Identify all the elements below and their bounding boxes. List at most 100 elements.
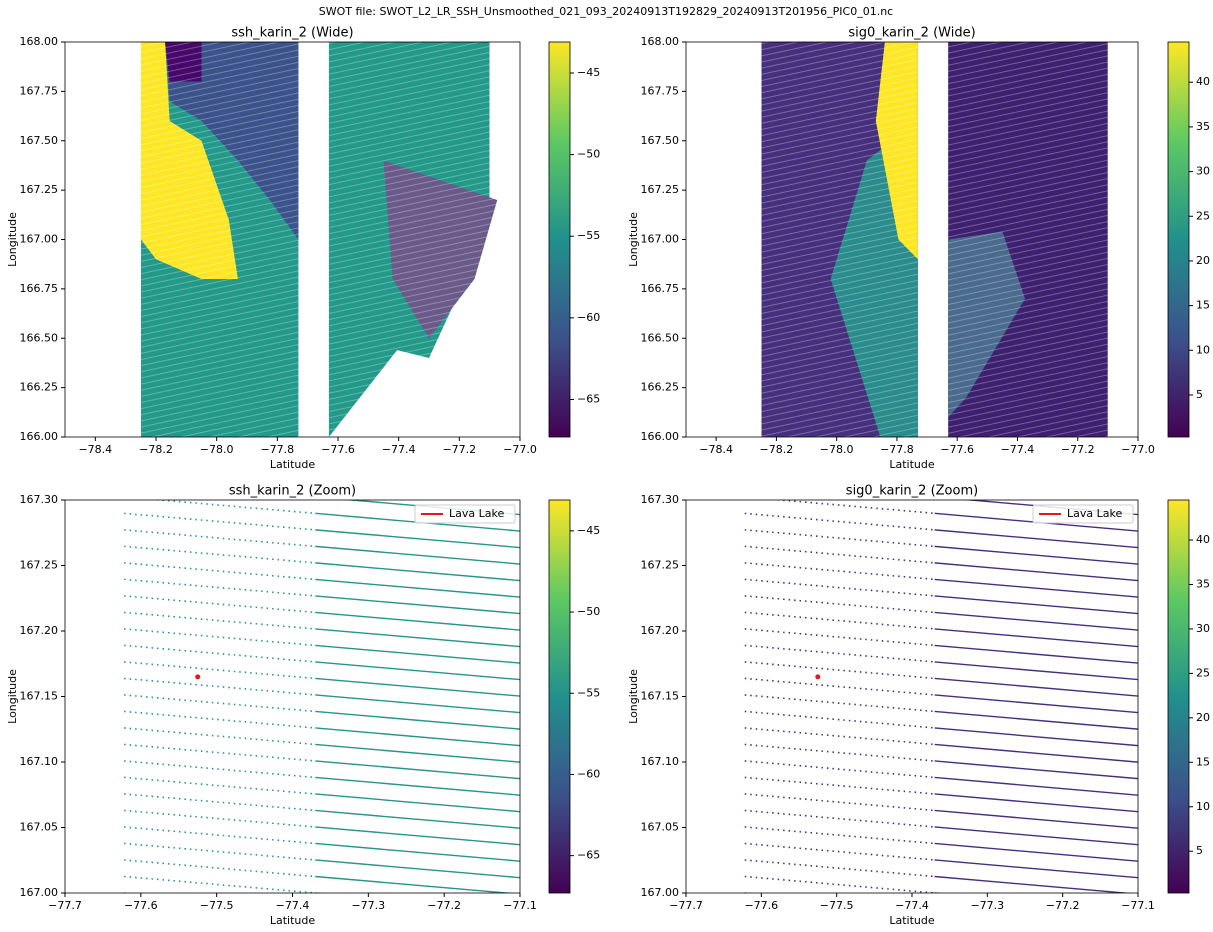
swath-line bbox=[124, 545, 316, 564]
y-tick-label: 167.10 bbox=[20, 755, 59, 768]
swath-line bbox=[744, 562, 935, 581]
swath-line bbox=[934, 760, 1138, 780]
point bbox=[815, 674, 821, 680]
colorbar-tick-label: −55 bbox=[577, 229, 600, 242]
swath-line bbox=[315, 910, 520, 928]
swath-line bbox=[934, 694, 1138, 714]
legend-box bbox=[1032, 504, 1134, 524]
swath-line bbox=[124, 760, 316, 779]
panel-title: ssh_karin_2 (Wide) bbox=[231, 26, 353, 41]
x-tick-label: −78.0 bbox=[820, 443, 854, 456]
swath-line bbox=[744, 760, 935, 779]
colorbar-tick-label: 5 bbox=[1196, 844, 1203, 857]
swath-line bbox=[744, 743, 935, 762]
y-tick-label: 166.75 bbox=[641, 282, 680, 295]
colorbar-tick-label: 5 bbox=[1196, 388, 1203, 401]
x-tick-label: −78.2 bbox=[139, 443, 173, 456]
colorbar-tick-label: 40 bbox=[1196, 533, 1210, 546]
x-tick-label: −78.2 bbox=[760, 443, 794, 456]
swath-line bbox=[315, 842, 520, 862]
y-tick-label: 166.25 bbox=[20, 381, 59, 394]
colorbar-tick-label: 15 bbox=[1196, 755, 1210, 768]
swath-line bbox=[934, 595, 1138, 615]
swath-line bbox=[124, 727, 316, 746]
swath-line bbox=[771, 500, 935, 515]
y-tick-label: 167.10 bbox=[641, 755, 680, 768]
colorbar bbox=[548, 41, 571, 438]
swath-line bbox=[315, 859, 520, 879]
y-tick-label: 167.15 bbox=[20, 690, 59, 703]
y-tick-label: 167.25 bbox=[641, 183, 680, 196]
swath-line bbox=[124, 826, 316, 845]
y-tick-label: 166.50 bbox=[20, 331, 59, 344]
swath-line bbox=[744, 512, 935, 531]
point bbox=[195, 674, 201, 680]
colorbar-tick-label: 10 bbox=[1196, 800, 1210, 813]
swath-line bbox=[934, 628, 1138, 648]
plot-area bbox=[65, 42, 520, 437]
swath-line bbox=[744, 694, 935, 713]
x-tick-label: −77.6 bbox=[940, 443, 974, 456]
x-tick-label: −77.4 bbox=[276, 899, 310, 912]
swath-line bbox=[934, 644, 1138, 664]
y-tick-label: 167.15 bbox=[641, 690, 680, 703]
colorbar-tick-label: −50 bbox=[577, 605, 600, 618]
swath-line bbox=[315, 578, 520, 598]
x-tick-label: −77.4 bbox=[895, 899, 929, 912]
colorbar-tick-label: 30 bbox=[1196, 165, 1210, 178]
swath-line bbox=[744, 826, 935, 845]
x-tick-label: −78.4 bbox=[78, 443, 112, 456]
x-tick-label: −77.6 bbox=[321, 443, 355, 456]
swath-line bbox=[744, 677, 935, 696]
swath-line bbox=[935, 910, 1138, 928]
swath-line bbox=[124, 677, 316, 696]
swath-line bbox=[744, 710, 935, 729]
swath-line bbox=[315, 776, 520, 796]
swath-line bbox=[315, 743, 520, 763]
colorbar-tick-label: −45 bbox=[577, 66, 600, 79]
x-tick-label: −77.8 bbox=[880, 443, 914, 456]
colorbar bbox=[548, 499, 571, 894]
colorbar-tick-label: 25 bbox=[1196, 209, 1210, 222]
x-tick-label: −78.4 bbox=[699, 443, 733, 456]
swath-line bbox=[934, 677, 1138, 697]
legend-label: Lava Lake bbox=[449, 507, 504, 520]
y-tick-label: 166.00 bbox=[20, 430, 59, 443]
x-axis-label: Latitude bbox=[889, 914, 935, 927]
y-tick-label: 167.00 bbox=[641, 233, 680, 246]
colorbar-tick-label: −65 bbox=[577, 849, 600, 862]
y-tick-label: 167.75 bbox=[20, 84, 59, 97]
swath-line bbox=[124, 611, 316, 630]
y-axis-label: Longitude bbox=[627, 669, 640, 724]
swath-line bbox=[124, 875, 316, 893]
swath-line bbox=[315, 661, 520, 681]
y-tick-label: 167.25 bbox=[641, 559, 680, 572]
y-tick-label: 167.20 bbox=[641, 624, 680, 637]
swath-line bbox=[315, 644, 520, 664]
swath-line bbox=[934, 793, 1138, 813]
swath-line bbox=[124, 793, 316, 812]
swath-line bbox=[744, 595, 935, 614]
swath-line bbox=[315, 677, 520, 697]
swath-line bbox=[124, 776, 316, 795]
swath-line bbox=[744, 628, 935, 647]
field-texture bbox=[65, 42, 520, 437]
swath-line bbox=[124, 842, 316, 861]
colorbar-tick-label: 20 bbox=[1196, 711, 1210, 724]
y-tick-label: 167.30 bbox=[20, 493, 59, 506]
x-tick-label: −77.5 bbox=[200, 899, 234, 912]
swath-line bbox=[315, 545, 520, 565]
swath-line bbox=[744, 727, 935, 746]
swath-line bbox=[124, 661, 316, 680]
swath-line bbox=[744, 859, 935, 878]
swath-line bbox=[315, 611, 520, 631]
x-tick-label: −78.0 bbox=[200, 443, 234, 456]
x-tick-label: −77.4 bbox=[1001, 443, 1035, 456]
swath-line bbox=[124, 628, 316, 647]
swath-line bbox=[315, 694, 520, 714]
y-tick-label: 167.00 bbox=[20, 233, 59, 246]
x-tick-label: −77.4 bbox=[382, 443, 416, 456]
y-tick-label: 167.25 bbox=[20, 183, 59, 196]
swath-line bbox=[744, 578, 935, 597]
swath-line bbox=[934, 578, 1138, 598]
